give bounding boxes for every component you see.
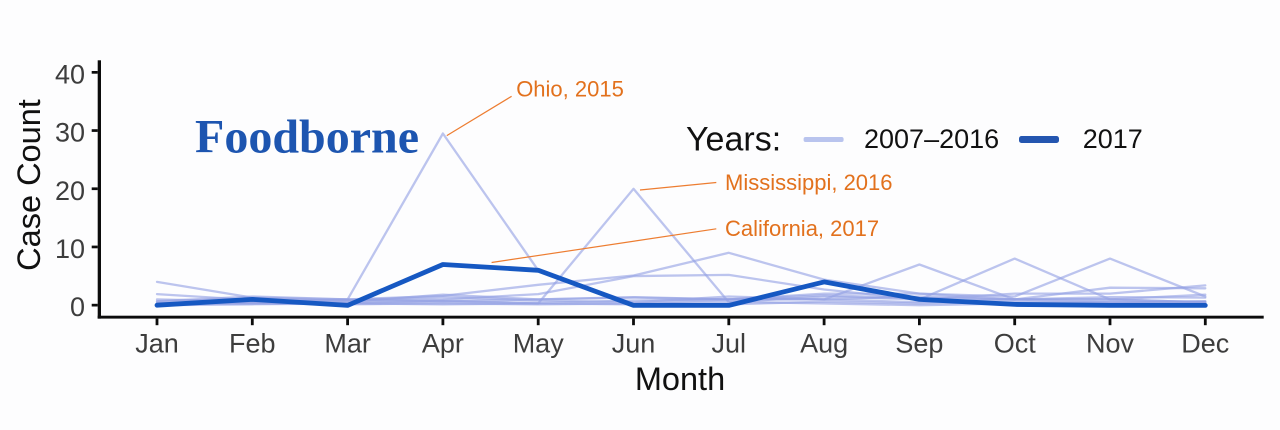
svg-text:Mar: Mar	[324, 329, 371, 359]
svg-text:20: 20	[55, 176, 85, 206]
svg-text:Apr: Apr	[422, 329, 464, 359]
svg-text:0: 0	[70, 292, 85, 322]
svg-text:Case Count: Case Count	[11, 99, 47, 271]
svg-text:Nov: Nov	[1086, 329, 1135, 359]
svg-text:May: May	[513, 329, 565, 359]
svg-text:Jul: Jul	[712, 329, 747, 359]
svg-text:Aug: Aug	[800, 329, 848, 359]
svg-text:Jun: Jun	[612, 329, 656, 359]
svg-text:Jan: Jan	[135, 329, 179, 359]
svg-text:Sep: Sep	[895, 329, 943, 359]
svg-text:Ohio, 2015: Ohio, 2015	[516, 77, 624, 102]
svg-text:10: 10	[55, 234, 85, 264]
svg-text:30: 30	[55, 118, 85, 148]
svg-text:California, 2017: California, 2017	[725, 216, 879, 241]
svg-text:2007–2016: 2007–2016	[864, 124, 999, 154]
svg-text:Years:: Years:	[686, 121, 781, 159]
svg-text:2017: 2017	[1083, 124, 1143, 154]
svg-text:Feb: Feb	[229, 329, 276, 359]
svg-text:Dec: Dec	[1181, 329, 1229, 359]
svg-text:Mississippi, 2016: Mississippi, 2016	[725, 170, 893, 195]
svg-text:40: 40	[55, 59, 85, 89]
svg-text:Month: Month	[635, 361, 725, 397]
svg-text:Oct: Oct	[994, 329, 1037, 359]
svg-text:Foodborne: Foodborne	[195, 111, 419, 164]
